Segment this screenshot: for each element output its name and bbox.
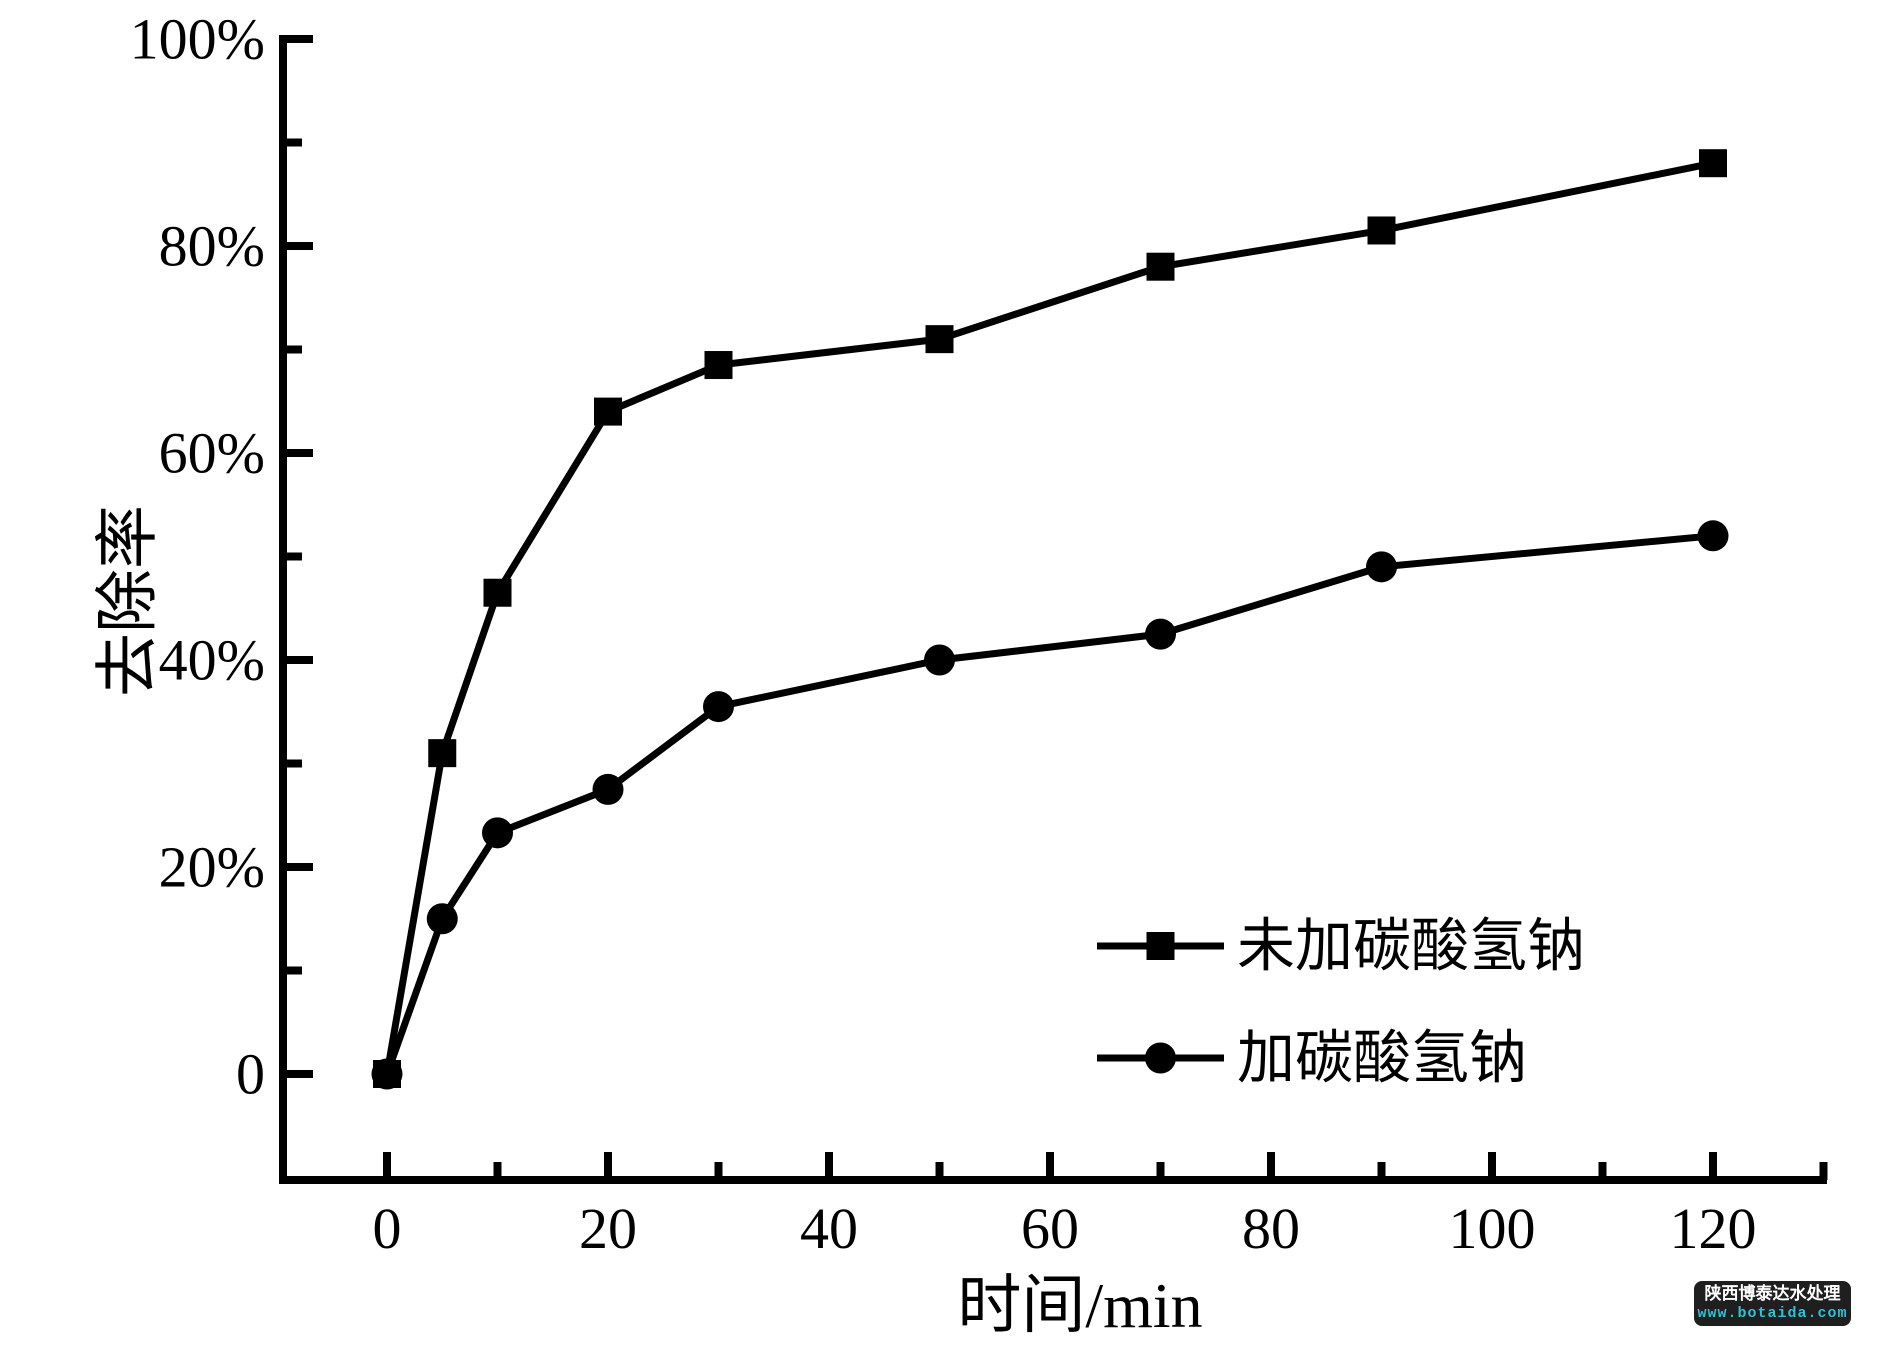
x-tick-label: 40 — [800, 1196, 858, 1261]
series-1-marker — [1697, 520, 1729, 552]
legend-label: 加碳酸氢钠 — [1237, 1026, 1527, 1091]
series-1-marker — [1366, 551, 1397, 583]
series-0-marker — [704, 351, 733, 380]
series-0-marker — [594, 397, 622, 426]
series-1-marker — [703, 691, 734, 723]
legend-label: 未加碳酸氢钠 — [1237, 914, 1585, 979]
legend-marker-circle — [1145, 1042, 1176, 1074]
series-1-marker — [426, 903, 458, 935]
series-line-1 — [383, 532, 1714, 1076]
series-1-marker — [1145, 618, 1176, 650]
y-axis-title: 去除率 — [93, 505, 164, 697]
series-1-marker — [924, 644, 955, 676]
y-tick-label: 40% — [159, 628, 265, 693]
watermark-badge: 陕西博泰达水处理 www.botaida.com — [1694, 1281, 1851, 1326]
series-0-marker — [1367, 216, 1396, 245]
series-0-marker — [1699, 149, 1727, 178]
watermark-url: www.botaida.com — [1697, 1304, 1848, 1322]
series-0-marker — [1146, 252, 1175, 281]
legend-marker-square — [1146, 932, 1175, 960]
x-axis-title: 时间/min — [957, 1270, 1202, 1341]
series-1-marker — [482, 817, 513, 849]
x-tick-label: 80 — [1242, 1196, 1300, 1261]
y-tick-label: 20% — [159, 835, 265, 900]
watermark-company-name: 陕西博泰达水处理 — [1704, 1284, 1841, 1304]
series-1-marker — [371, 1058, 403, 1090]
x-tick-label: 100 — [1449, 1196, 1536, 1261]
series-0-marker — [483, 578, 512, 607]
y-tick-label: 100% — [130, 7, 265, 72]
y-tick-label: 80% — [159, 214, 265, 279]
series-0-marker — [925, 325, 954, 354]
y-tick-label: 60% — [159, 421, 265, 486]
x-tick-label: 0 — [373, 1196, 402, 1261]
x-tick-label: 20 — [579, 1196, 637, 1261]
x-tick-label: 120 — [1670, 1196, 1757, 1261]
series-0-marker — [428, 739, 457, 768]
x-tick-label: 60 — [1021, 1196, 1079, 1261]
y-tick-label: 0 — [236, 1042, 265, 1107]
series-1-marker — [592, 773, 624, 805]
